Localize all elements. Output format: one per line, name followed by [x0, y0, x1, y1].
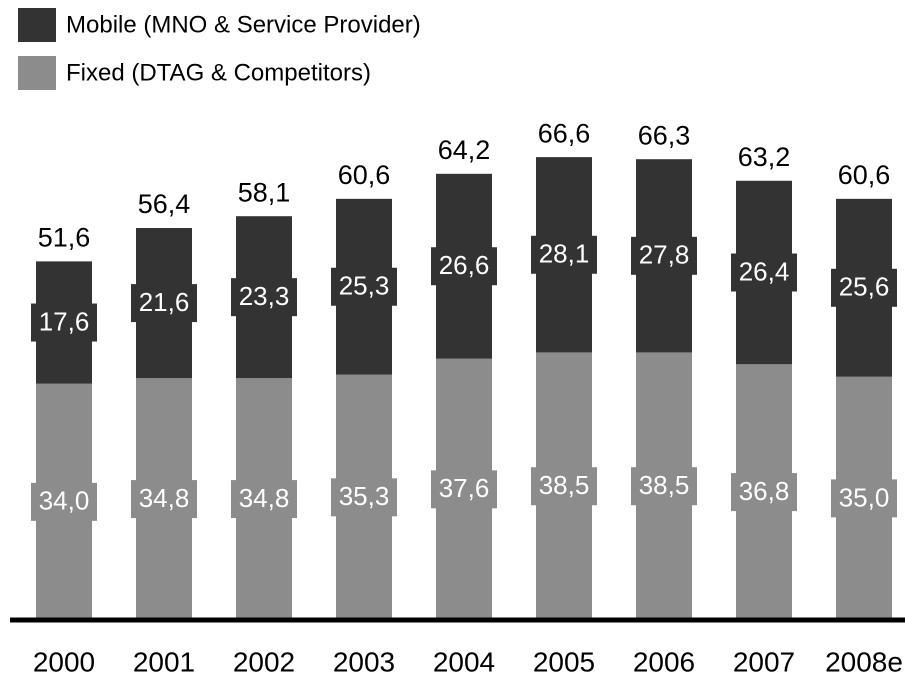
x-tick-label: 2001 — [133, 646, 195, 677]
label-box — [631, 467, 697, 506]
label-box — [431, 247, 497, 286]
x-tick-label: 2008e — [825, 646, 903, 677]
legend-label: Mobile (MNO & Service Provider) — [66, 11, 421, 38]
legend-label: Fixed (DTAG & Competitors) — [66, 59, 371, 86]
legend-swatch — [18, 56, 56, 90]
label-box — [531, 235, 597, 274]
total-label: 58,1 — [238, 177, 291, 207]
label-box — [531, 467, 597, 506]
x-tick-label: 2003 — [333, 646, 395, 677]
segment-label: 21,6 — [139, 287, 190, 317]
label-box — [131, 284, 197, 323]
x-tick-label: 2000 — [33, 646, 95, 677]
segment-label: 34,0 — [39, 486, 90, 516]
segment-label: 37,6 — [439, 473, 490, 503]
x-tick-label: 2005 — [533, 646, 595, 677]
total-label: 66,3 — [638, 120, 691, 150]
segment-label: 25,6 — [839, 272, 890, 302]
x-tick-label: 2007 — [733, 646, 795, 677]
label-box — [231, 480, 297, 519]
total-label: 60,6 — [838, 160, 891, 190]
segment-label: 34,8 — [139, 483, 190, 513]
label-box — [431, 470, 497, 509]
label-box — [831, 268, 897, 307]
segment-label: 27,8 — [639, 240, 690, 270]
segment-label: 34,8 — [239, 483, 290, 513]
legend-swatch — [18, 8, 56, 42]
label-box — [331, 267, 397, 306]
segment-label: 28,1 — [539, 239, 590, 269]
segment-label: 23,3 — [239, 281, 290, 311]
total-label: 51,6 — [38, 223, 91, 253]
label-box — [31, 303, 97, 342]
label-box — [31, 482, 97, 521]
label-box — [231, 278, 297, 317]
total-label: 56,4 — [138, 189, 191, 219]
total-label: 63,2 — [738, 142, 791, 172]
label-box — [131, 480, 197, 519]
label-box — [331, 478, 397, 517]
label-box — [731, 473, 797, 512]
x-tick-label: 2002 — [233, 646, 295, 677]
total-label: 64,2 — [438, 135, 491, 165]
segment-label: 17,6 — [39, 306, 90, 336]
segment-label: 25,3 — [339, 271, 390, 301]
label-box — [831, 479, 897, 518]
segment-label: 36,8 — [739, 476, 790, 506]
segment-label: 38,5 — [639, 470, 690, 500]
segment-label: 35,3 — [339, 481, 390, 511]
segment-label: 35,0 — [839, 482, 890, 512]
segment-label: 26,4 — [739, 256, 790, 286]
segment-label: 26,6 — [439, 250, 490, 280]
label-box — [631, 236, 697, 275]
x-tick-label: 2006 — [633, 646, 695, 677]
segment-label: 38,5 — [539, 470, 590, 500]
total-label: 66,6 — [538, 118, 591, 148]
x-tick-label: 2004 — [433, 646, 495, 677]
label-box — [731, 253, 797, 292]
total-label: 60,6 — [338, 160, 391, 190]
